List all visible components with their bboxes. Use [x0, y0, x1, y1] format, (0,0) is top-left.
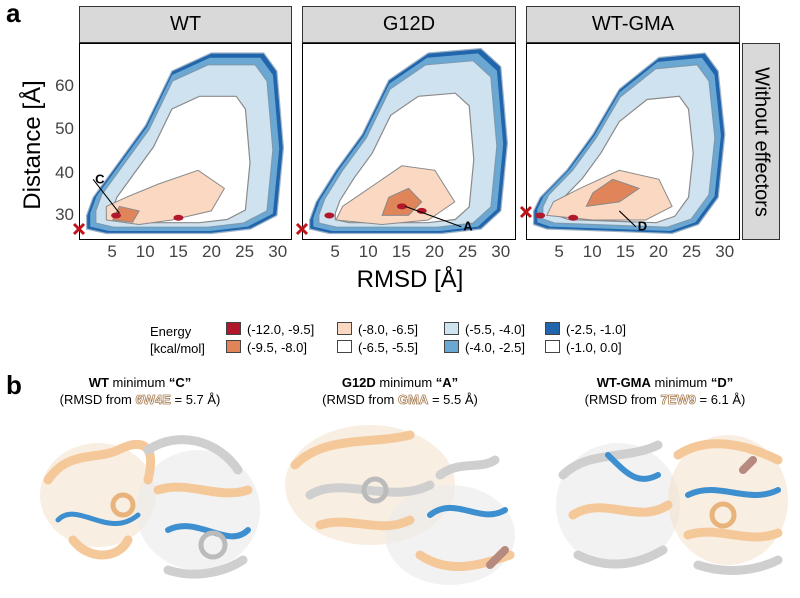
- annotation-leader-line: [618, 210, 637, 228]
- y-tick-label: 40: [55, 163, 74, 182]
- energy-minimum: [111, 212, 122, 219]
- plot-panel-wt-gma: D: [526, 43, 740, 240]
- annotation-leader-line: [405, 205, 462, 228]
- row-strip-without-effectors: Without effectors: [742, 43, 780, 240]
- x-tick-label: 15: [168, 242, 188, 261]
- x-tick-label: 30: [491, 242, 511, 261]
- facet-strip-g12d: G12D: [302, 6, 516, 43]
- reference-marker-wt: [72, 222, 86, 236]
- x-tick-label: 25: [458, 242, 478, 261]
- x-tick-label: 30: [715, 242, 735, 261]
- annotation-label: D: [638, 219, 647, 234]
- y-tick-label: 50: [55, 119, 74, 138]
- structure-image-wt: [40, 435, 260, 579]
- legend-label: (-4.0, -2.5]: [465, 340, 525, 355]
- x-tick-label: 10: [135, 242, 155, 261]
- legend-swatch: [444, 322, 459, 335]
- structure-image-g12d: [285, 425, 515, 585]
- annotation-label: A: [463, 219, 473, 234]
- x-tick-label: 15: [615, 242, 635, 261]
- energy-minimum: [535, 212, 546, 219]
- legend-label: (-5.5, -4.0]: [465, 322, 525, 337]
- row-strip-label: Without effectors: [750, 66, 773, 217]
- x-tick-label: 25: [682, 242, 702, 261]
- caption-wt-gma: WT-GMA minimum “D” (RMSD from 7EW9 = 6.1…: [584, 375, 746, 407]
- x-tick-label: 5: [554, 242, 564, 261]
- x-axis-title: RMSD [Å]: [356, 266, 464, 293]
- x-tick-label: 20: [202, 242, 221, 261]
- y-tick-label: 60: [55, 76, 74, 95]
- energy-minimum: [173, 214, 184, 221]
- x-tick-label: 20: [649, 242, 668, 261]
- legend: (-12.0, -9.5] (-9.5, -8.0] (-8.0, -6.5] …: [226, 322, 646, 358]
- caption-g12d: G12D minimum “A” (RMSD from GMA = 5.5 Å): [322, 375, 478, 407]
- x-tick-label: 15: [391, 242, 411, 261]
- energy-minimum: [324, 212, 335, 219]
- facet-strip-wt-gma: WT-GMA: [526, 6, 740, 43]
- energy-minimum: [396, 203, 407, 210]
- legend-label: (-9.5, -8.0]: [247, 340, 307, 355]
- y-tick-label: 30: [55, 205, 74, 224]
- legend-swatch: [545, 340, 560, 353]
- energy-contour-level-5: [585, 178, 641, 208]
- structure-image-wt-gma: [556, 435, 788, 575]
- x-tick-label: 10: [358, 242, 378, 261]
- panel-letter-a: a: [6, 0, 21, 28]
- legend-label: (-2.5, -1.0]: [566, 322, 626, 337]
- energy-minimum: [568, 214, 579, 221]
- legend-title: Energy [kcal/mol]: [150, 324, 205, 356]
- legend-label: (-1.0, 0.0]: [566, 340, 622, 355]
- plot-panel-g12d: A: [302, 43, 516, 240]
- x-tick-label: 10: [582, 242, 602, 261]
- plot-panel-wt: C: [79, 43, 292, 240]
- caption-wt: WT minimum “C” (RMSD from 6W4E = 5.7 Å): [59, 375, 221, 407]
- legend-swatch: [337, 340, 352, 353]
- x-tick-label: 25: [235, 242, 255, 261]
- legend-swatch: [545, 322, 560, 335]
- legend-label: (-8.0, -6.5]: [358, 322, 418, 337]
- panel-letter-b: b: [6, 370, 22, 400]
- legend-swatch: [444, 340, 459, 353]
- x-tick-label: 20: [425, 242, 444, 261]
- legend-swatch: [337, 322, 352, 335]
- facet-strip-wt: WT: [79, 6, 292, 43]
- x-tick-label: 5: [330, 242, 340, 261]
- annotation-label: C: [95, 171, 105, 186]
- legend-label: (-12.0, -9.5]: [247, 322, 315, 337]
- reference-marker-g12d: [295, 222, 309, 236]
- legend-label: (-6.5, -5.5]: [358, 340, 418, 355]
- annotation-leader-line: [92, 179, 120, 214]
- legend-swatch: [226, 322, 241, 335]
- legend-swatch: [226, 340, 241, 353]
- x-tick-label: 30: [268, 242, 288, 261]
- energy-minimum: [416, 207, 427, 214]
- reference-marker-wt-gma: [519, 205, 533, 219]
- x-tick-label: 5: [107, 242, 117, 261]
